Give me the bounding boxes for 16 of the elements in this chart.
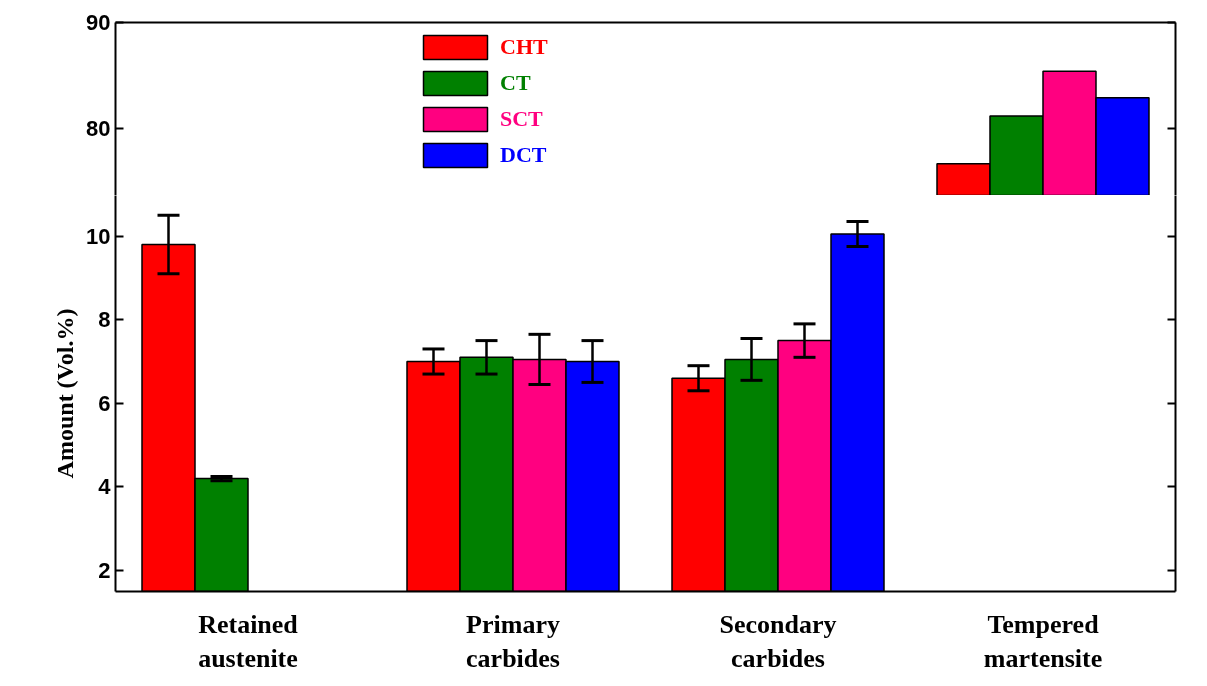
y-axis-title: Amount (Vol.%)	[52, 308, 79, 479]
y-tick-label: 4	[98, 474, 112, 500]
y-tick-label: 80	[86, 116, 111, 142]
legend-label: CT	[500, 70, 531, 96]
legend-label: CHT	[500, 34, 548, 60]
y-tick-label: 2	[98, 558, 111, 584]
x-tick-label: Primary carbides	[466, 609, 560, 674]
x-tick-label: Secondary carbides	[719, 609, 837, 674]
y-tick-label: 8	[98, 307, 111, 333]
x-tick-label: Tempered martensite	[983, 609, 1103, 674]
y-tick-label: 6	[98, 390, 111, 416]
y-tick-label: 10	[86, 223, 111, 249]
legend-label: DCT	[500, 142, 547, 168]
y-tick-label: 90	[86, 10, 111, 35]
x-tick-label: Retained austenite	[198, 609, 299, 674]
legend-label: SCT	[500, 106, 543, 132]
